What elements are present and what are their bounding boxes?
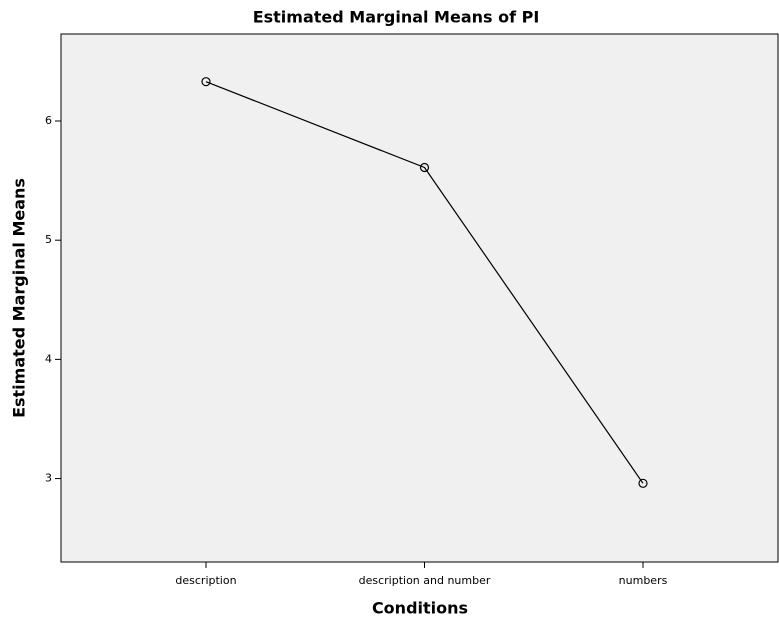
y-tick-label: 4 (45, 352, 52, 365)
y-axis-title: Estimated Marginal Means (10, 178, 29, 418)
x-axis-title: Conditions (372, 599, 468, 618)
x-tick-label: description and number (359, 574, 491, 587)
plot-area (60, 33, 779, 563)
y-tick-label: 5 (45, 233, 52, 246)
y-tick-label: 6 (45, 114, 52, 127)
x-tick-label: numbers (619, 574, 668, 587)
y-tick-label: 3 (45, 472, 52, 485)
point (201, 77, 211, 87)
point (638, 478, 648, 488)
x-tick-label: description (175, 574, 236, 587)
line (205, 81, 644, 484)
point (419, 162, 430, 173)
chart-title: Estimated Marginal Means of PI (253, 8, 540, 27)
